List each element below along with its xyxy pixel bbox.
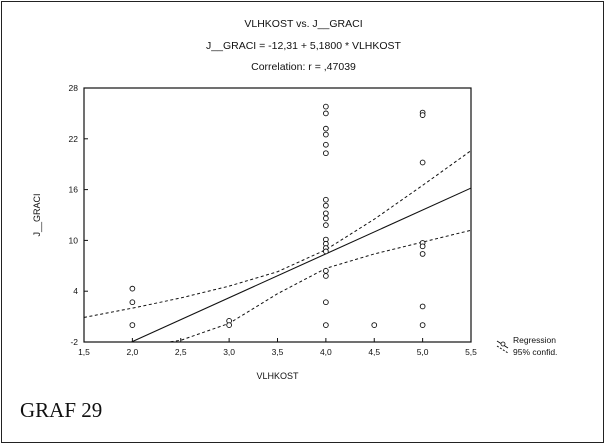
data-point bbox=[129, 322, 136, 328]
legend-point-swatch bbox=[500, 341, 506, 347]
data-point bbox=[129, 285, 136, 292]
x-tick-label: 1,5 bbox=[78, 347, 90, 357]
x-tick-label: 5,5 bbox=[465, 347, 477, 357]
figure-label: GRAF 29 bbox=[20, 398, 103, 422]
data-point bbox=[419, 322, 426, 328]
y-tick-label: 4 bbox=[73, 286, 78, 296]
regression-equation: J__GRACI = -12,31 + 5,1800 * VLHKOST bbox=[206, 40, 401, 52]
y-tick-label: 10 bbox=[69, 235, 79, 245]
plot-marks bbox=[84, 150, 471, 342]
legend-confidence-swatch bbox=[496, 345, 509, 354]
regression-line bbox=[130, 187, 471, 342]
data-point bbox=[419, 251, 426, 257]
x-tick-label: 4,5 bbox=[368, 347, 380, 357]
data-point bbox=[323, 299, 329, 306]
y-axis-label: J__GRACI bbox=[32, 193, 42, 236]
data-point bbox=[419, 303, 426, 310]
data-point bbox=[323, 196, 329, 203]
legend-entry-regression: Regression bbox=[513, 335, 556, 345]
data-point bbox=[323, 103, 329, 110]
data-point bbox=[323, 322, 329, 328]
data-point bbox=[323, 210, 329, 217]
x-tick-label: 4,0 bbox=[320, 347, 332, 357]
data-point bbox=[323, 125, 329, 132]
data-point bbox=[323, 248, 329, 255]
y-tick-label: 22 bbox=[69, 134, 79, 144]
data-point bbox=[419, 112, 426, 118]
data-point bbox=[371, 322, 378, 328]
data-point bbox=[323, 273, 329, 279]
y-tick-label: -2 bbox=[70, 337, 78, 347]
data-point bbox=[323, 215, 329, 222]
legend-entry-confidence: 95% confid. bbox=[513, 347, 557, 357]
data-point bbox=[419, 159, 426, 166]
y-tick-label: 16 bbox=[69, 185, 79, 195]
data-point bbox=[323, 141, 329, 148]
data-point bbox=[323, 131, 329, 138]
data-point bbox=[129, 299, 136, 306]
data-point bbox=[323, 110, 329, 117]
data-point bbox=[323, 268, 329, 274]
x-tick-label: 3,5 bbox=[272, 347, 284, 357]
data-point bbox=[419, 243, 426, 250]
x-tick-label: 5,0 bbox=[417, 347, 429, 357]
x-tick-label: 2,5 bbox=[175, 347, 187, 357]
plot-area bbox=[83, 87, 472, 343]
data-point bbox=[323, 222, 329, 229]
data-point bbox=[323, 150, 329, 157]
data-point bbox=[226, 322, 232, 328]
confidence-upper-line bbox=[84, 150, 471, 318]
data-point bbox=[323, 202, 329, 209]
x-axis-label: VLHKOST bbox=[256, 371, 299, 381]
correlation-annotation: Correlation: r = ,47039 bbox=[251, 61, 356, 73]
x-tick-label: 2,0 bbox=[126, 347, 138, 357]
x-tick-label: 3,0 bbox=[223, 347, 235, 357]
chart-title: VLHKOST vs. J__GRACI bbox=[244, 18, 363, 30]
y-tick-label: 28 bbox=[69, 83, 79, 93]
confidence-lower-line bbox=[165, 229, 471, 342]
